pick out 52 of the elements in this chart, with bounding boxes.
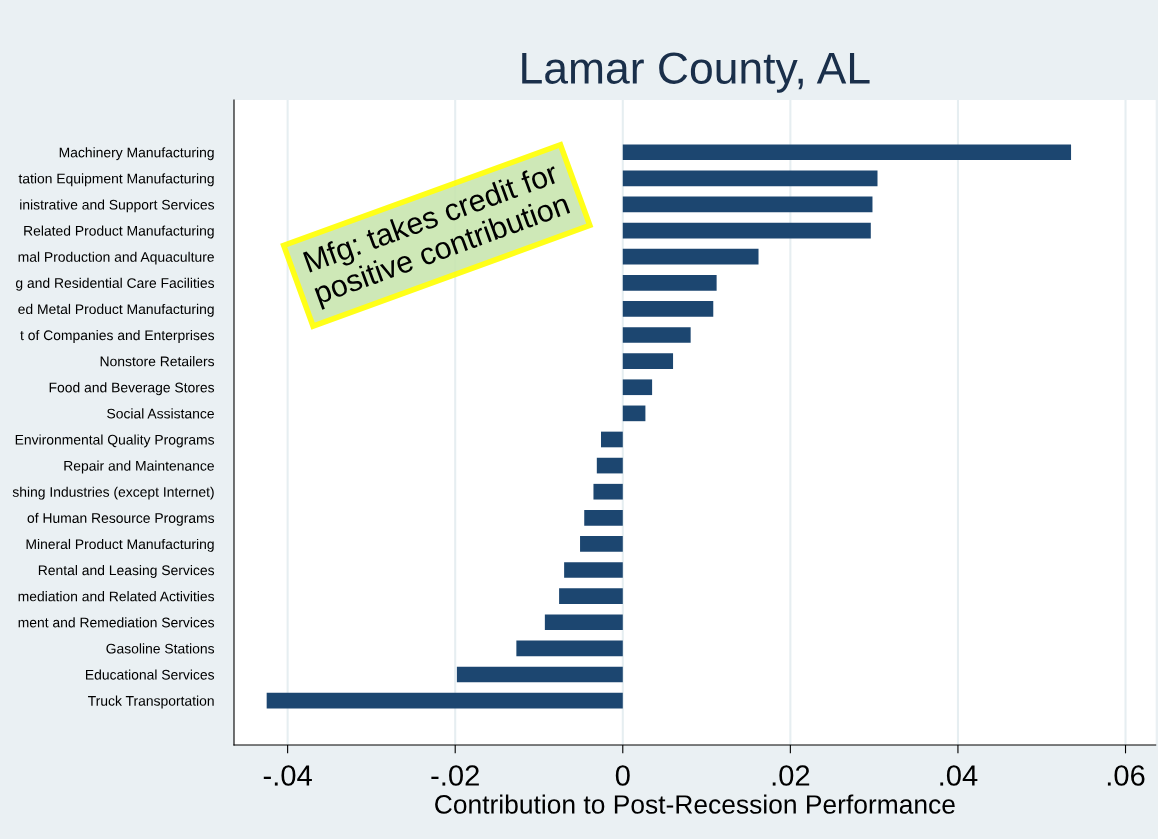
y-tick-label: Nonstore Retailers [100, 356, 215, 367]
bar [622, 144, 1072, 161]
bar [544, 614, 623, 631]
y-tick-label: Mineral Product Manufacturing [26, 538, 214, 552]
x-axis-title: Contribution to Post-Recession Performance [435, 794, 955, 814]
bar [564, 562, 623, 578]
bar [622, 170, 878, 187]
y-tick-label: tation Equipment Manufacturing [18, 173, 214, 187]
bar [622, 405, 646, 422]
y-tick-label: inistrative and Support Services [20, 199, 215, 213]
x-tick-label: .06 [1107, 765, 1145, 786]
bar [593, 483, 623, 500]
y-tick-label: of Human Resource Programs [27, 512, 215, 526]
bar [622, 196, 873, 213]
bar [622, 222, 871, 239]
y-tick-label: Environmental Quality Programs [15, 434, 215, 448]
y-tick-label: t of Companies and Enterprises [20, 329, 215, 343]
y-tick-label: Truck Transportation [88, 695, 214, 709]
y-tick-label: mediation and Related Activities [18, 591, 215, 602]
y-tick-label: ed Metal Product Manufacturing [18, 303, 214, 317]
y-tick-label: Social Assistance [107, 408, 214, 419]
y-tick-label: g and Residential Care Facilities [15, 277, 215, 291]
x-tick-label: .02 [772, 765, 810, 786]
bar [584, 509, 623, 526]
y-tick-label: Repair and Maintenance [64, 460, 214, 474]
y-tick-label: Food and Beverage Stores [49, 382, 215, 396]
bar [622, 301, 714, 317]
bar [580, 536, 623, 552]
bar [596, 457, 623, 474]
x-tick-label: .04 [940, 765, 978, 786]
x-tick-label: -.02 [431, 765, 479, 786]
bar [516, 640, 623, 657]
bar [622, 353, 674, 369]
y-tick-label: shing Industries (except Internet) [12, 486, 214, 500]
bar [622, 274, 717, 291]
y-tick-label: Rental and Leasing Services [38, 565, 215, 578]
bar [456, 666, 623, 683]
bar [622, 379, 653, 396]
bar [266, 692, 623, 709]
bar [559, 588, 623, 604]
y-tick-label: Machinery Manufacturing [59, 147, 214, 161]
y-tick-label: Educational Services [86, 669, 215, 680]
chart-title: Lamar County, AL [522, 52, 870, 93]
bar [622, 327, 691, 343]
y-tick-label: mal Production and Aquaculture [18, 251, 214, 265]
x-tick-label: -.04 [263, 765, 312, 786]
y-tick-label: Gasoline Stations [106, 643, 215, 654]
y-tick-label: Related Product Manufacturing [24, 225, 214, 239]
y-tick-label: ment and Remediation Services [18, 617, 215, 628]
bar [622, 248, 759, 265]
x-tick-label: 0 [615, 765, 630, 786]
bar [601, 431, 623, 448]
